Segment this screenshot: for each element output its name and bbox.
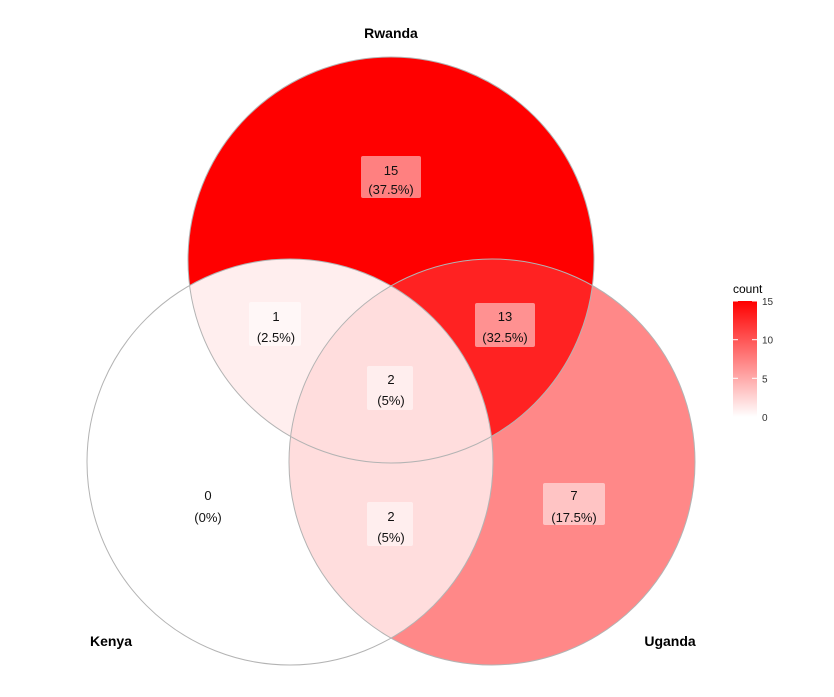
region-percent: (17.5%) — [551, 510, 597, 525]
legend-colorbar — [733, 301, 757, 417]
circle-outline-rwanda — [187, 56, 595, 464]
legend-tick-0: 0 — [762, 413, 768, 424]
region-count: 7 — [570, 488, 577, 503]
set-label-kenya: Kenya — [90, 633, 132, 649]
region-count: 15 — [384, 163, 398, 178]
region-count: 0 — [204, 488, 211, 503]
region-count: 13 — [498, 309, 512, 324]
legend-title: count — [733, 282, 763, 296]
circle-outline-kenya — [86, 258, 494, 666]
set-label-uganda: Uganda — [644, 633, 696, 649]
region-label-kenya-uganda: 2 (5%) — [367, 502, 413, 546]
region-percent: (32.5%) — [482, 330, 528, 345]
region-percent: (2.5%) — [257, 330, 295, 345]
region-percent: (0%) — [194, 510, 221, 525]
region-count: 2 — [387, 372, 394, 387]
region-label-rwanda-uganda: 13 (32.5%) — [475, 303, 535, 347]
region-count: 1 — [272, 309, 279, 324]
region-label-rwanda-only: 15 (37.5%) — [361, 156, 421, 198]
region-label-uganda-only: 7 (17.5%) — [543, 483, 605, 525]
region-percent: (37.5%) — [368, 182, 414, 197]
color-legend: count 15 10 5 0 — [733, 282, 774, 424]
legend-tick-15: 15 — [762, 297, 774, 308]
region-percent: (5%) — [377, 530, 404, 545]
set-label-rwanda: Rwanda — [364, 25, 418, 41]
legend-tick-10: 10 — [762, 336, 774, 347]
region-count: 2 — [387, 509, 394, 524]
legend-tick-5: 5 — [762, 374, 768, 385]
region-percent: (5%) — [377, 393, 404, 408]
region-label-rwanda-kenya: 1 (2.5%) — [249, 302, 301, 346]
region-label-all-three: 2 (5%) — [367, 366, 413, 410]
region-label-kenya-only: 0 (0%) — [184, 484, 232, 526]
circle-outline-uganda — [288, 258, 696, 666]
